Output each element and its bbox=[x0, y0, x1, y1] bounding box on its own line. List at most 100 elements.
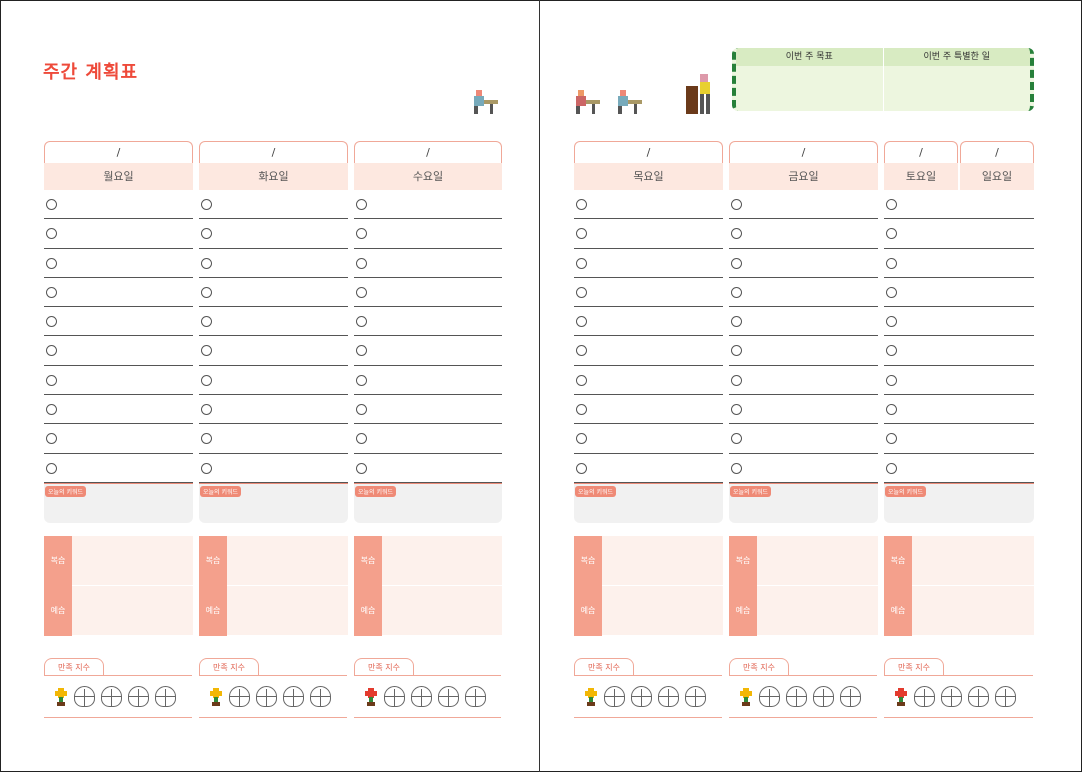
checkbox-circle[interactable] bbox=[201, 257, 212, 269]
checkbox-circle[interactable] bbox=[201, 228, 212, 240]
preview-row[interactable]: 예습 bbox=[354, 586, 502, 636]
checkbox-circle[interactable] bbox=[576, 257, 587, 269]
task-row[interactable] bbox=[354, 454, 502, 483]
checkbox-circle[interactable] bbox=[731, 404, 742, 416]
task-row[interactable] bbox=[199, 307, 348, 337]
task-row[interactable] bbox=[44, 278, 193, 308]
checkbox-circle[interactable] bbox=[46, 433, 57, 445]
task-row[interactable] bbox=[729, 190, 878, 220]
task-row[interactable] bbox=[574, 366, 723, 396]
rating-outline-icon[interactable] bbox=[155, 686, 176, 707]
rating-outline-icon[interactable] bbox=[995, 686, 1016, 707]
checkbox-circle[interactable] bbox=[576, 404, 587, 416]
task-row[interactable] bbox=[729, 249, 878, 278]
task-row[interactable] bbox=[729, 424, 878, 454]
checkbox-circle[interactable] bbox=[576, 286, 587, 298]
checkbox-circle[interactable] bbox=[731, 374, 742, 386]
rating-outline-icon[interactable] bbox=[631, 686, 652, 707]
task-row[interactable] bbox=[574, 424, 723, 454]
rating-outline-icon[interactable] bbox=[658, 686, 679, 707]
rating-outline-icon[interactable] bbox=[283, 686, 304, 707]
flower-icon[interactable] bbox=[364, 687, 378, 706]
checkbox-circle[interactable] bbox=[46, 228, 57, 240]
keyword-box[interactable]: 오늘의 키워드 bbox=[729, 482, 878, 523]
flower-icon[interactable] bbox=[584, 687, 598, 706]
task-row[interactable] bbox=[354, 219, 502, 249]
checkbox-circle[interactable] bbox=[356, 316, 367, 328]
task-row[interactable] bbox=[44, 395, 193, 425]
flower-icon[interactable] bbox=[894, 687, 908, 706]
task-row[interactable] bbox=[729, 307, 878, 337]
task-row[interactable] bbox=[354, 395, 502, 425]
task-row[interactable] bbox=[199, 395, 348, 425]
preview-row[interactable]: 예습 bbox=[729, 586, 878, 636]
task-row[interactable] bbox=[729, 278, 878, 308]
date-field[interactable]: / bbox=[729, 141, 878, 163]
review-row[interactable]: 복습 bbox=[44, 536, 193, 586]
checkbox-circle[interactable] bbox=[731, 199, 742, 210]
rating-outline-icon[interactable] bbox=[438, 686, 459, 707]
date-field[interactable]: / bbox=[574, 141, 723, 163]
checkbox-circle[interactable] bbox=[356, 374, 367, 386]
task-row[interactable] bbox=[354, 366, 502, 396]
checkbox-circle[interactable] bbox=[731, 462, 742, 474]
checkbox-circle[interactable] bbox=[356, 257, 367, 269]
checkbox-circle[interactable] bbox=[731, 257, 742, 269]
task-row[interactable] bbox=[574, 278, 723, 308]
rating-outline-icon[interactable] bbox=[914, 686, 935, 707]
date-field[interactable]: / bbox=[354, 141, 502, 163]
checkbox-circle[interactable] bbox=[886, 404, 897, 416]
checkbox-circle[interactable] bbox=[356, 228, 367, 240]
keyword-box[interactable]: 오늘의 키워드 bbox=[199, 482, 348, 523]
rating-outline-icon[interactable] bbox=[74, 686, 95, 707]
date-field[interactable]: / bbox=[960, 141, 1034, 163]
task-row[interactable] bbox=[729, 454, 878, 483]
keyword-box[interactable]: 오늘의 키워드 bbox=[574, 482, 723, 523]
task-row[interactable] bbox=[44, 454, 193, 483]
flower-icon[interactable] bbox=[739, 687, 753, 706]
task-row[interactable] bbox=[199, 454, 348, 483]
rating-outline-icon[interactable] bbox=[604, 686, 625, 707]
task-row[interactable] bbox=[884, 219, 1034, 249]
rating-outline-icon[interactable] bbox=[310, 686, 331, 707]
review-row[interactable]: 복습 bbox=[884, 536, 1034, 586]
preview-row[interactable]: 예습 bbox=[44, 586, 193, 636]
rating-outline-icon[interactable] bbox=[256, 686, 277, 707]
task-row[interactable] bbox=[729, 366, 878, 396]
task-row[interactable] bbox=[884, 395, 1034, 425]
checkbox-circle[interactable] bbox=[356, 345, 367, 357]
checkbox-circle[interactable] bbox=[201, 345, 212, 357]
task-row[interactable] bbox=[574, 454, 723, 483]
rating-outline-icon[interactable] bbox=[685, 686, 706, 707]
task-row[interactable] bbox=[44, 336, 193, 366]
rating-outline-icon[interactable] bbox=[411, 686, 432, 707]
checkbox-circle[interactable] bbox=[356, 462, 367, 474]
task-row[interactable] bbox=[884, 278, 1034, 308]
checkbox-circle[interactable] bbox=[576, 228, 587, 240]
checkbox-circle[interactable] bbox=[46, 404, 57, 416]
keyword-box[interactable]: 오늘의 키워드 bbox=[884, 482, 1034, 523]
date-field[interactable]: / bbox=[44, 141, 193, 163]
checkbox-circle[interactable] bbox=[731, 316, 742, 328]
preview-row[interactable]: 예습 bbox=[574, 586, 723, 636]
rating-outline-icon[interactable] bbox=[229, 686, 250, 707]
checkbox-circle[interactable] bbox=[201, 462, 212, 474]
checkbox-circle[interactable] bbox=[886, 345, 897, 357]
task-row[interactable] bbox=[354, 336, 502, 366]
checkbox-circle[interactable] bbox=[201, 286, 212, 298]
checkbox-circle[interactable] bbox=[46, 345, 57, 357]
checkbox-circle[interactable] bbox=[886, 462, 897, 474]
checkbox-circle[interactable] bbox=[201, 374, 212, 386]
task-row[interactable] bbox=[44, 219, 193, 249]
checkbox-circle[interactable] bbox=[731, 286, 742, 298]
checkbox-circle[interactable] bbox=[356, 433, 367, 445]
task-row[interactable] bbox=[44, 190, 193, 220]
task-row[interactable] bbox=[354, 278, 502, 308]
checkbox-circle[interactable] bbox=[731, 345, 742, 357]
task-row[interactable] bbox=[199, 249, 348, 278]
checkbox-circle[interactable] bbox=[731, 228, 742, 240]
checkbox-circle[interactable] bbox=[886, 257, 897, 269]
task-row[interactable] bbox=[884, 366, 1034, 396]
task-row[interactable] bbox=[574, 249, 723, 278]
flower-icon[interactable] bbox=[209, 687, 223, 706]
